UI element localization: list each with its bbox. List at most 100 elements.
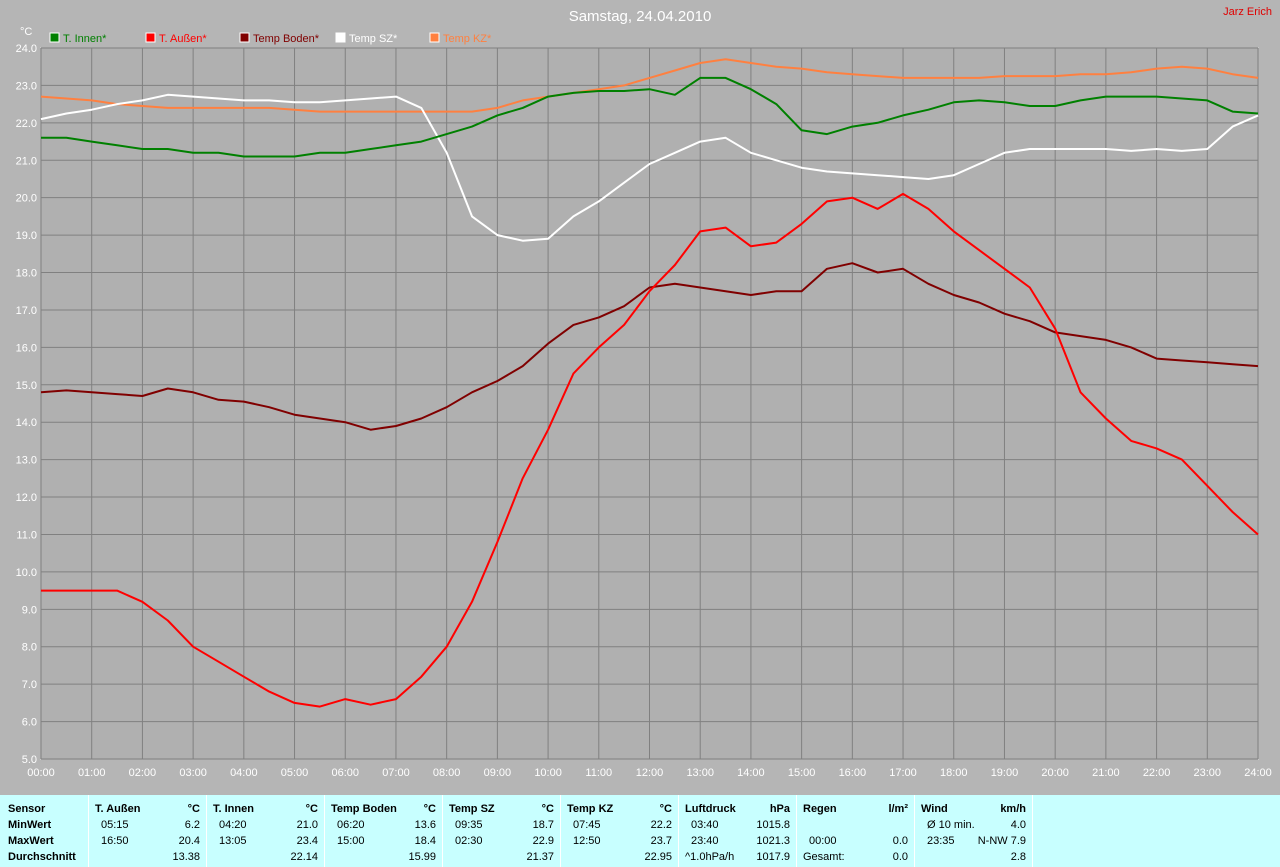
x-tick-label: 10:00 [534, 767, 562, 779]
min-value: 21.0 [296, 819, 318, 831]
column-name: Temp Boden [331, 803, 397, 815]
avg-value: 0.0 [892, 851, 908, 863]
max-value: 1021.3 [756, 835, 790, 847]
y-tick-label: 12.0 [16, 492, 37, 504]
max-row: 16:50 20.4 [89, 833, 206, 849]
avg-row: 22.14 [207, 849, 324, 865]
avg-value: 21.37 [526, 851, 554, 863]
y-tick-label: 18.0 [16, 268, 37, 280]
grid-lines [40, 47, 1259, 760]
max-time: 12:50 [573, 835, 601, 847]
x-tick-label: 11:00 [585, 767, 612, 779]
x-tick-label: 24:00 [1244, 767, 1272, 779]
avg-value: 1017.9 [756, 851, 790, 863]
max-row: 02:30 22.9 [443, 833, 560, 849]
x-tick-label: 21:00 [1092, 767, 1120, 779]
min-row: 07:45 22.2 [561, 817, 678, 833]
table-row-label: MinWert [0, 817, 88, 833]
avg-row: 21.37 [443, 849, 560, 865]
column-name: Luftdruck [685, 803, 736, 815]
min-row: 04:20 21.0 [207, 817, 324, 833]
y-tick-label: 5.0 [22, 754, 37, 766]
min-time: 03:40 [691, 819, 719, 831]
column-unit: °C [187, 803, 200, 815]
x-tick-label: 00:00 [27, 767, 55, 779]
x-tick-label: 09:00 [484, 767, 512, 779]
x-tick-label: 06:00 [331, 767, 359, 779]
min-value: 1015.8 [756, 819, 790, 831]
table-column-1: T. Innen °C 04:20 21.0 13:05 23.4 22.14 [207, 795, 325, 867]
row-label-text: MinWert [8, 819, 52, 831]
y-tick-label: 20.0 [16, 193, 37, 205]
avg-value: 13.38 [172, 851, 200, 863]
column-header: Temp KZ °C [561, 801, 678, 817]
column-unit: l/m² [888, 803, 908, 815]
max-value: 23.4 [296, 835, 318, 847]
min-row: Ø 10 min. 4.0 [915, 817, 1032, 833]
max-row: 13:05 23.4 [207, 833, 324, 849]
min-time: 06:20 [337, 819, 365, 831]
max-row: 23:35 N-NW 7.9 [915, 833, 1032, 849]
column-name: Temp KZ [567, 803, 614, 815]
column-header: Temp Boden °C [325, 801, 442, 817]
max-time: 23:40 [691, 835, 719, 847]
min-row: 03:40 1015.8 [679, 817, 796, 833]
avg-value: 15.99 [408, 851, 436, 863]
max-time: 00:00 [809, 835, 837, 847]
column-unit: hPa [769, 803, 790, 815]
y-tick-label: 17.0 [16, 305, 37, 317]
min-time: 05:15 [101, 819, 129, 831]
min-value: 13.6 [414, 819, 436, 831]
column-header: T. Innen °C [207, 801, 324, 817]
avg-row: ^1.0hPa/h 1017.9 [679, 849, 796, 865]
table-column-7: Wind km/h Ø 10 min. 4.0 23:35 N-NW 7.9 2.8 [915, 795, 1033, 867]
table-column-3: Temp SZ °C 09:35 18.7 02:30 22.9 21.37 [443, 795, 561, 867]
min-value: 6.2 [184, 819, 200, 831]
temperature-chart: 5.0 6.0 7.0 8.0 9.0 10.0 11.0 12.0 13.0 14.0 15.0 1… [16, 8, 1272, 779]
legend-swatch [49, 32, 60, 43]
min-row: 09:35 18.7 [443, 817, 560, 833]
x-tick-label: 04:00 [230, 767, 258, 779]
x-tick-label: 07:00 [382, 767, 410, 779]
series-line [40, 262, 1259, 431]
y-tick-label: 21.0 [16, 155, 37, 167]
legend: T. Innen* T. Außen* Temp Boden* Temp SZ* Tem… [49, 32, 492, 45]
x-tick-label: 01:00 [78, 767, 106, 779]
table-row-label: Sensor [0, 801, 88, 817]
avg-row: Gesamt: 0.0 [797, 849, 914, 865]
x-tick-label: 23:00 [1194, 767, 1222, 779]
max-value: 18.4 [414, 835, 436, 847]
y-tick-label: 7.0 [22, 679, 37, 691]
legend-swatch [239, 32, 250, 43]
column-header: Luftdruck hPa [679, 801, 796, 817]
table-column-4: Temp KZ °C 07:45 22.2 12:50 23.7 22.95 [561, 795, 679, 867]
column-name: T. Innen [213, 803, 254, 815]
x-tick-label: 22:00 [1143, 767, 1171, 779]
row-label-text: Durchschnitt [8, 851, 76, 863]
column-unit: °C [423, 803, 436, 815]
min-time: 09:35 [455, 819, 483, 831]
avg-value: 2.8 [1010, 851, 1026, 863]
legend-label: T. Innen* [63, 33, 107, 45]
avg-row: 2.8 [915, 849, 1032, 865]
y-tick-label: 8.0 [22, 642, 37, 654]
x-tick-label: 18:00 [940, 767, 968, 779]
column-name: T. Außen [95, 803, 141, 815]
max-row: 15:00 18.4 [325, 833, 442, 849]
legend-swatch [335, 32, 346, 43]
legend-swatch [145, 32, 156, 43]
max-row: 23:40 1021.3 [679, 833, 796, 849]
min-value: 18.7 [532, 819, 554, 831]
avg-prefix: ^1.0hPa/h [685, 851, 735, 863]
table-column-6: Regen l/m² 00:00 0.0 Gesamt: 0.0 [797, 795, 915, 867]
avg-value: 22.95 [644, 851, 672, 863]
column-unit: °C [659, 803, 672, 815]
y-tick-label: 14.0 [16, 417, 37, 429]
y-tick-label: 16.0 [16, 342, 37, 354]
min-value: 4.0 [1010, 819, 1026, 831]
max-time: 13:05 [219, 835, 247, 847]
max-time: 16:50 [101, 835, 129, 847]
column-unit: km/h [1000, 803, 1026, 815]
min-row [797, 817, 914, 833]
row-label-text: MaxWert [8, 835, 54, 847]
